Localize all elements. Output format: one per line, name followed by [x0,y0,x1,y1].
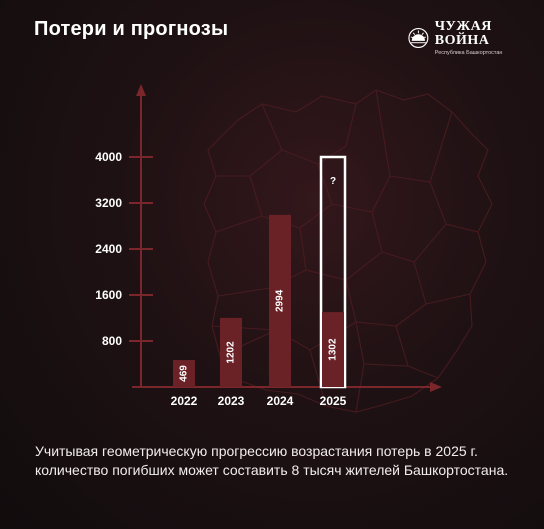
sun-emblem-icon [408,27,429,49]
brand-logo: ЧУЖАЯ ВОЙНА Республика Башкортостан [408,20,544,56]
forecast-caption: Учитывая геометрическую прогрессию возра… [35,443,509,478]
brand-subtitle: Республика Башкортостан [434,50,503,56]
x-tick-label: 2024 [267,394,294,408]
y-tick-label: 3200 [95,196,122,210]
bar-2022 [173,360,195,387]
bar-value-label: 2994 [275,289,286,312]
bar-2024 [269,214,291,387]
bar-value-label: 1202 [226,341,237,364]
x-tick-label: 2023 [218,394,245,408]
y-tick-label: 2400 [95,242,122,256]
bar-2023 [220,317,242,387]
bars: 469 1202 2994? 1302 [173,155,347,389]
forecast-label: ? [330,176,336,187]
brand-name: ЧУЖАЯ ВОЙНА [434,19,492,48]
y-axis [136,84,146,388]
x-tick-label: 2022 [171,394,198,408]
y-ticks: 800 1600 2400 3200 4000 [95,150,153,348]
y-tick-label: 4000 [95,150,122,164]
y-tick-label: 1600 [95,288,122,302]
bar-value-label: 1302 [328,338,339,361]
bar-2025 [322,312,344,387]
y-tick-label: 800 [102,334,122,348]
page-title: Потери и прогнозы [34,18,229,40]
x-tick-labels: 2022 2023 2024 2025 [171,394,347,408]
loss-chart: 800 1600 2400 3200 4000 469 1202 2994? 1302 202… [95,84,493,413]
bar-value-label: 469 [179,365,190,382]
region-map-background [203,89,493,413]
x-tick-label: 2025 [320,394,347,408]
